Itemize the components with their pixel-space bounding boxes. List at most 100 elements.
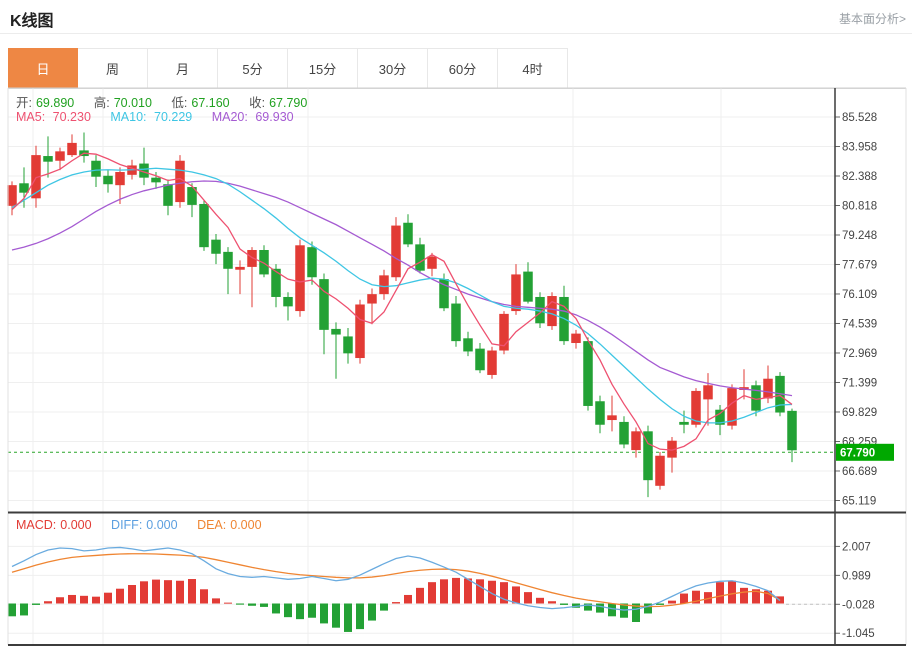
macd-bar	[740, 587, 748, 604]
candle-body	[139, 163, 149, 178]
high-value: 70.010	[113, 96, 152, 110]
candle-body	[355, 304, 365, 359]
price-axis-label: 72.969	[842, 348, 877, 360]
candle-body	[535, 296, 545, 324]
price-axis-label: 66.689	[842, 466, 877, 478]
tab-60min[interactable]: 60分	[428, 48, 498, 88]
macd-bar	[476, 579, 484, 604]
macd-bar	[44, 601, 52, 604]
macd-bar	[716, 582, 724, 604]
price-axis-label: 76.109	[842, 289, 877, 301]
macd-bar	[608, 603, 616, 617]
macd-legend: MACD: 0.000 DIFF: 0.000 DEA: 0.000	[16, 518, 278, 532]
title-separator	[0, 33, 912, 34]
macd-bar	[260, 603, 268, 607]
macd-bar	[56, 597, 64, 604]
tab-5min[interactable]: 5分	[218, 48, 288, 88]
candle-body	[655, 455, 665, 486]
macd-bar	[668, 600, 676, 604]
macd-axis-label: -0.028	[842, 599, 875, 611]
macd-bar	[320, 603, 328, 624]
macd-bar	[752, 589, 760, 604]
tab-15min[interactable]: 15分	[288, 48, 358, 88]
candle-body	[679, 421, 689, 425]
price-axis-label: 79.248	[842, 230, 877, 242]
page-title: K线图	[10, 13, 54, 30]
candle-body	[415, 244, 425, 271]
tab-30min[interactable]: 30分	[358, 48, 428, 88]
ma5-line	[11, 152, 793, 451]
candle-body	[319, 279, 329, 330]
macd-bar	[392, 602, 400, 604]
dea-line	[11, 553, 781, 608]
dea-label: DEA:	[197, 518, 227, 532]
candle-body	[691, 390, 701, 425]
macd-bar	[416, 587, 424, 604]
macd-bar	[584, 603, 592, 611]
macd-bar	[512, 586, 520, 604]
last-price-tag-value: 67.790	[840, 447, 875, 459]
macd-bar	[248, 603, 256, 606]
macd-bar	[224, 602, 232, 604]
candle-body	[595, 401, 605, 425]
fundamental-analysis-link[interactable]: 基本面分析>	[838, 12, 906, 26]
candle-body	[379, 275, 389, 295]
candle-body	[619, 421, 629, 445]
macd-bar	[500, 582, 508, 604]
candle-body	[175, 160, 185, 203]
close-label: 收:	[249, 96, 266, 110]
macd-bar	[236, 603, 244, 605]
macd-bar	[656, 603, 664, 605]
candle-body	[331, 328, 341, 335]
candle-body	[259, 249, 269, 275]
candle-body	[427, 256, 437, 269]
macd-bar	[200, 589, 208, 604]
candle-body	[115, 172, 125, 186]
macd-bar	[188, 579, 196, 604]
price-axis-label: 83.958	[842, 142, 877, 154]
candle-body	[715, 409, 725, 425]
candle-body	[31, 155, 41, 199]
macd-bar	[68, 594, 76, 604]
ohlc-legend: 开: 69.890 高: 70.010 低: 67.160 收: 67.790	[16, 92, 323, 111]
candle-body	[787, 410, 797, 451]
macd-bar	[488, 580, 496, 604]
candle-body	[547, 296, 557, 327]
tab-week[interactable]: 周	[78, 48, 148, 88]
close-value: 67.790	[269, 96, 308, 110]
candle-body	[187, 187, 197, 205]
macd-bar	[272, 603, 280, 614]
tab-month[interactable]: 月	[148, 48, 218, 88]
candle-body	[43, 156, 53, 162]
low-label: 低:	[171, 96, 188, 110]
tab-day[interactable]: 日	[8, 48, 78, 88]
candle-body	[391, 225, 401, 278]
candle-body	[19, 183, 29, 193]
candle-body	[763, 378, 773, 399]
tab-4hour[interactable]: 4时	[498, 48, 568, 88]
ma5-value: 70.230	[52, 110, 91, 124]
macd-bar	[32, 603, 40, 605]
open-label: 开:	[16, 96, 32, 110]
macd-bar	[344, 603, 352, 632]
period-tabbar: 日 周 月 5分 15分 30分 60分 4时	[8, 48, 906, 89]
macd-label: MACD:	[16, 518, 57, 532]
low-value: 67.160	[191, 96, 230, 110]
candle-body	[703, 385, 713, 400]
candle-body	[235, 266, 245, 270]
macd-bar	[644, 603, 652, 614]
macd-axis-label: -1.045	[842, 628, 875, 640]
candle-body	[199, 203, 209, 248]
candle-body	[67, 142, 77, 156]
candle-body	[487, 350, 497, 375]
price-axis-label: 65.119	[842, 495, 876, 507]
ma10-line	[11, 167, 793, 424]
macd-bar	[704, 592, 712, 604]
candle-body	[751, 385, 761, 411]
open-value: 69.890	[35, 96, 75, 110]
high-label: 高:	[93, 96, 110, 110]
candle-body	[7, 185, 17, 206]
diff-label: DIFF:	[111, 518, 143, 532]
